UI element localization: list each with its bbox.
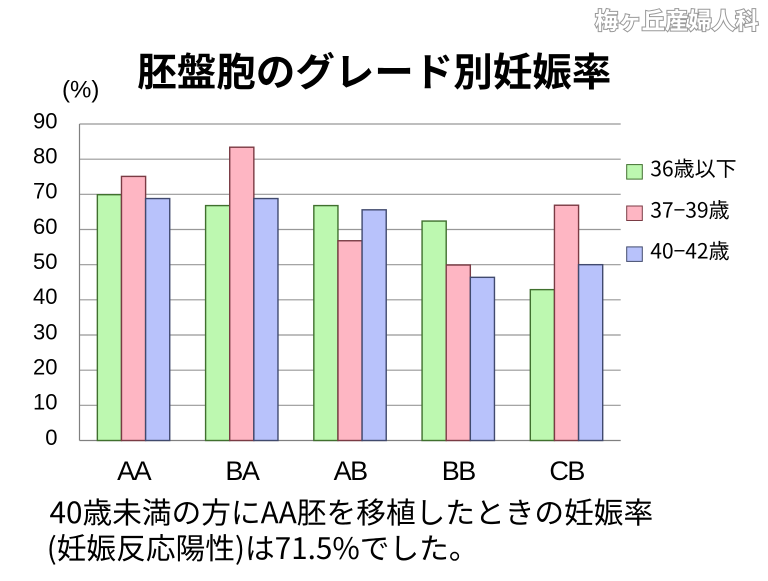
svg-text:20: 20: [33, 355, 57, 380]
svg-text:CB: CB: [549, 456, 584, 486]
svg-text:80: 80: [33, 144, 57, 169]
svg-text:90: 90: [33, 108, 57, 133]
svg-text:0: 0: [45, 425, 57, 450]
svg-text:AB: AB: [334, 456, 368, 486]
svg-text:AA: AA: [117, 456, 152, 486]
svg-text:10: 10: [33, 390, 57, 415]
svg-text:BA: BA: [225, 456, 260, 486]
svg-text:50: 50: [33, 249, 57, 274]
svg-text:60: 60: [33, 214, 57, 239]
svg-text:30: 30: [33, 319, 57, 344]
svg-text:40: 40: [33, 284, 57, 309]
svg-text:BB: BB: [442, 456, 476, 486]
svg-text:70: 70: [33, 179, 57, 204]
svg-text:(%): (%): [62, 77, 99, 104]
